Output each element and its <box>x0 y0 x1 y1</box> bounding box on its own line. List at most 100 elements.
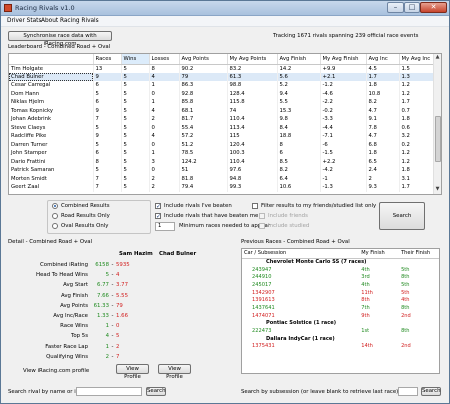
race-row[interactable]: 245017 4th 5th <box>242 281 439 289</box>
search-subsession-button[interactable]: Search <box>421 387 441 396</box>
table-cell: 0 <box>149 89 180 98</box>
leaderboard-scrollbar[interactable]: ▲ ▼ <box>433 54 441 194</box>
scroll-thumb[interactable] <box>435 116 441 162</box>
race-column-header[interactable]: Their Finish <box>399 249 439 259</box>
radio-road-label[interactable]: Road Results Only <box>61 213 110 219</box>
table-row[interactable]: Tim Holgate 13 5 8 90.2 83.2 14.2 +9.9 4.5 1.5 <box>9 64 435 73</box>
search-rival-input[interactable] <box>76 387 142 396</box>
stat-separator: - <box>111 353 114 360</box>
table-cell: 5 <box>93 89 122 98</box>
table-row[interactable]: John Stamper 6 5 1 78.5 100.3 6 -1.5 1.8 1.2 <box>9 149 435 158</box>
column-header[interactable]: Races <box>93 54 122 65</box>
table-cell: 81.8 <box>179 174 228 183</box>
table-row[interactable]: Steve Claeys 5 5 0 55.4 113.4 8.4 -4.4 7.8 0.6 <box>9 123 435 132</box>
car-group-row[interactable]: Chevrolet Monte Carlo SS (7 races) <box>242 258 439 266</box>
table-cell: 6.5 <box>366 157 400 166</box>
table-row[interactable]: Johan Adebrink 7 5 2 81.7 110.4 9.8 -3.3 9.1 1.8 <box>9 115 435 124</box>
table-cell: 86.3 <box>179 81 228 90</box>
car-group-row[interactable]: Dallara IndyCar (1 race) <box>242 335 439 343</box>
include-beaten-me-label[interactable]: Include rivals that have beaten me <box>164 213 259 219</box>
include-beaten-checkbox[interactable]: ✓ <box>155 203 162 210</box>
table-row[interactable]: Tomas Kopnicky 9 5 4 68.1 74 15.3 -0.2 4.7 0.7 <box>9 106 435 115</box>
column-header[interactable]: Avg Finish <box>277 54 321 65</box>
table-cell: 2 <box>149 183 180 192</box>
radio-oval-label[interactable]: Oval Results Only <box>61 223 109 229</box>
race-row[interactable]: 244910 3rd 8th <box>242 273 439 281</box>
table-row[interactable]: Cesar Carregal 6 5 1 86.3 98.8 5.2 -1.2 1.8 1.2 <box>9 81 435 90</box>
table-cell: -2.2 <box>320 98 367 107</box>
include-studied-checkbox[interactable] <box>259 223 265 229</box>
column-header[interactable]: Wins <box>121 54 150 65</box>
table-row[interactable]: Radcliffe Pike 9 5 4 57.2 115 18.8 -7.1 4.7 3.2 <box>9 132 435 141</box>
table-cell: 6 <box>93 149 122 158</box>
table-cell: 9 <box>93 106 122 115</box>
sync-button[interactable]: Synchronise race data with iRacing.com <box>8 31 112 47</box>
comparison-row: Top 5s 4-5 <box>19 331 138 341</box>
table-row[interactable]: Morten Smidt 7 5 2 81.8 94.8 6.4 -1 2 3.1 <box>9 174 435 183</box>
table-cell: -1.2 <box>320 81 367 90</box>
race-row[interactable]: 1391613 8th 4th <box>242 296 439 304</box>
friends-filter-label[interactable]: Filter results to my friends/studied lis… <box>261 203 377 209</box>
include-studied-label[interactable]: Include studied <box>268 223 310 229</box>
race-row[interactable]: 1474071 9th 2nd <box>242 312 439 320</box>
column-header[interactable]: Avg Points <box>179 54 228 65</box>
view-profile-a-button[interactable]: View Profile <box>116 364 149 380</box>
table-row[interactable]: Geert Zaal 7 5 2 79.4 99.3 10.6 -1.3 9.3 1.7 <box>9 183 435 192</box>
leaderboard-search-button[interactable]: Search <box>379 202 425 230</box>
table-row[interactable]: Dom Hann 5 5 0 92.8 128.4 9.4 -4.6 10.8 1.2 <box>9 89 435 98</box>
table-cell: 5 <box>121 183 150 192</box>
scroll-down-icon[interactable]: ▼ <box>435 186 440 192</box>
race-row[interactable]: 1375431 14th 2nd <box>242 343 439 351</box>
radio-oval[interactable] <box>52 223 58 229</box>
race-row[interactable]: 1437641 7th 8th <box>242 304 439 312</box>
min-races-input[interactable]: 1 <box>155 222 175 231</box>
race-row[interactable]: 222473 1st 8th <box>242 327 439 335</box>
race-row[interactable]: 1342907 11th 5th <box>242 289 439 297</box>
stat-separator: - <box>111 343 114 350</box>
stat-value-b: 79 <box>116 302 123 309</box>
menu-about[interactable]: About Racing Rivals <box>41 18 99 24</box>
column-header[interactable]: Avg Inc <box>366 54 400 65</box>
detail-title: Detail - Combined Road + Oval <box>8 239 93 245</box>
column-header[interactable] <box>9 54 94 65</box>
table-row[interactable]: Chad Bulner 9 5 4 79 61.3 5.6 +2.1 1.7 1.3 <box>9 72 435 81</box>
column-header[interactable]: My Avg Points <box>227 54 278 65</box>
table-row[interactable]: Niklas Hjelm 6 5 1 85.8 115.8 5.5 -2.2 8.2 1.7 <box>9 98 435 107</box>
stat-value-b: 0 <box>116 323 120 330</box>
title-bar[interactable]: Racing Rivals v1.0 – □ ✕ <box>1 1 449 16</box>
radio-combined-label[interactable]: Combined Results <box>61 203 110 209</box>
maximize-button[interactable]: □ <box>404 2 420 13</box>
app-icon <box>4 4 12 12</box>
search-rival-button[interactable]: Search <box>146 387 166 396</box>
include-beaten-me-checkbox[interactable]: ✓ <box>155 213 162 220</box>
race-column-header[interactable]: Car / Subsession <box>242 249 360 259</box>
table-cell: 98.8 <box>227 81 278 90</box>
subsession-id: 1391613 <box>252 297 275 304</box>
radio-road[interactable] <box>52 213 58 219</box>
table-cell: 55.4 <box>179 123 228 132</box>
minimize-button[interactable]: – <box>387 2 404 13</box>
table-row[interactable]: Dario Frattini 8 5 3 124.2 110.4 8.5 +2.2 6.5 1.2 <box>9 157 435 166</box>
scroll-up-icon[interactable]: ▲ <box>435 54 440 60</box>
friends-filter-checkbox[interactable] <box>252 203 258 209</box>
column-header[interactable]: My Avg Inc <box>399 54 435 65</box>
column-header[interactable]: My Avg Finish <box>320 54 367 65</box>
table-cell: 99.3 <box>227 183 278 192</box>
table-row[interactable]: Patrick Samaran 5 5 0 51 97.6 8.2 -4.2 2.4 1.8 <box>9 166 435 175</box>
stat-separator: - <box>111 313 114 320</box>
column-header[interactable]: Losses <box>149 54 180 65</box>
view-profile-b-button[interactable]: View Profile <box>158 364 191 380</box>
search-subsession-input[interactable] <box>398 387 418 396</box>
radio-combined[interactable] <box>52 203 58 209</box>
previous-races-list[interactable]: Car / Subsession My Finish Their Finish Che… <box>241 248 440 374</box>
leaderboard-grid[interactable]: Races Wins Losses Avg Points My Avg Points Av… <box>8 53 442 195</box>
table-row[interactable]: Darren Turner 5 5 0 51.2 120.4 8 -6 6.8 0.2 <box>9 140 435 149</box>
include-friends-checkbox[interactable] <box>259 213 265 219</box>
menu-driver-stats[interactable]: Driver Stats <box>7 18 42 24</box>
close-button[interactable]: ✕ <box>420 2 447 13</box>
include-beaten-label[interactable]: Include rivals I've beaten <box>164 203 232 209</box>
include-friends-label[interactable]: Include friends <box>268 213 308 219</box>
car-group-row[interactable]: Pontiac Solstice (1 race) <box>242 320 439 328</box>
race-row[interactable]: 243947 4th 5th <box>242 266 439 274</box>
race-column-header[interactable]: My Finish <box>359 249 400 259</box>
